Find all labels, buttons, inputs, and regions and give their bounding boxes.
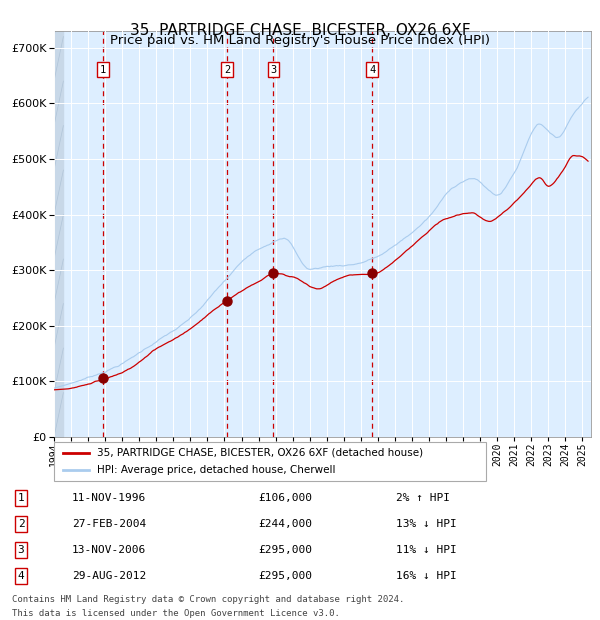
Text: Price paid vs. HM Land Registry's House Price Index (HPI): Price paid vs. HM Land Registry's House … (110, 34, 490, 47)
Text: 11-NOV-1996: 11-NOV-1996 (72, 493, 146, 503)
Text: 3: 3 (17, 545, 25, 555)
Text: 11% ↓ HPI: 11% ↓ HPI (396, 545, 457, 555)
Text: HPI: Average price, detached house, Cherwell: HPI: Average price, detached house, Cher… (97, 465, 336, 475)
Text: Contains HM Land Registry data © Crown copyright and database right 2024.: Contains HM Land Registry data © Crown c… (12, 595, 404, 604)
Text: 16% ↓ HPI: 16% ↓ HPI (396, 571, 457, 581)
Text: 4: 4 (369, 64, 375, 74)
Text: 27-FEB-2004: 27-FEB-2004 (72, 519, 146, 529)
Text: £244,000: £244,000 (258, 519, 312, 529)
Text: £106,000: £106,000 (258, 493, 312, 503)
Text: 13-NOV-2006: 13-NOV-2006 (72, 545, 146, 555)
FancyBboxPatch shape (54, 442, 486, 481)
Text: 3: 3 (270, 64, 277, 74)
Text: £295,000: £295,000 (258, 571, 312, 581)
Text: 1: 1 (100, 64, 106, 74)
Text: 29-AUG-2012: 29-AUG-2012 (72, 571, 146, 581)
Text: 1: 1 (17, 493, 25, 503)
Text: £295,000: £295,000 (258, 545, 312, 555)
Text: 13% ↓ HPI: 13% ↓ HPI (396, 519, 457, 529)
Text: 2% ↑ HPI: 2% ↑ HPI (396, 493, 450, 503)
Text: 2: 2 (224, 64, 230, 74)
Text: This data is licensed under the Open Government Licence v3.0.: This data is licensed under the Open Gov… (12, 609, 340, 618)
Text: 2: 2 (17, 519, 25, 529)
Text: 35, PARTRIDGE CHASE, BICESTER, OX26 6XF (detached house): 35, PARTRIDGE CHASE, BICESTER, OX26 6XF … (97, 448, 424, 458)
Text: 35, PARTRIDGE CHASE, BICESTER, OX26 6XF: 35, PARTRIDGE CHASE, BICESTER, OX26 6XF (130, 23, 470, 38)
Text: 4: 4 (17, 571, 25, 581)
